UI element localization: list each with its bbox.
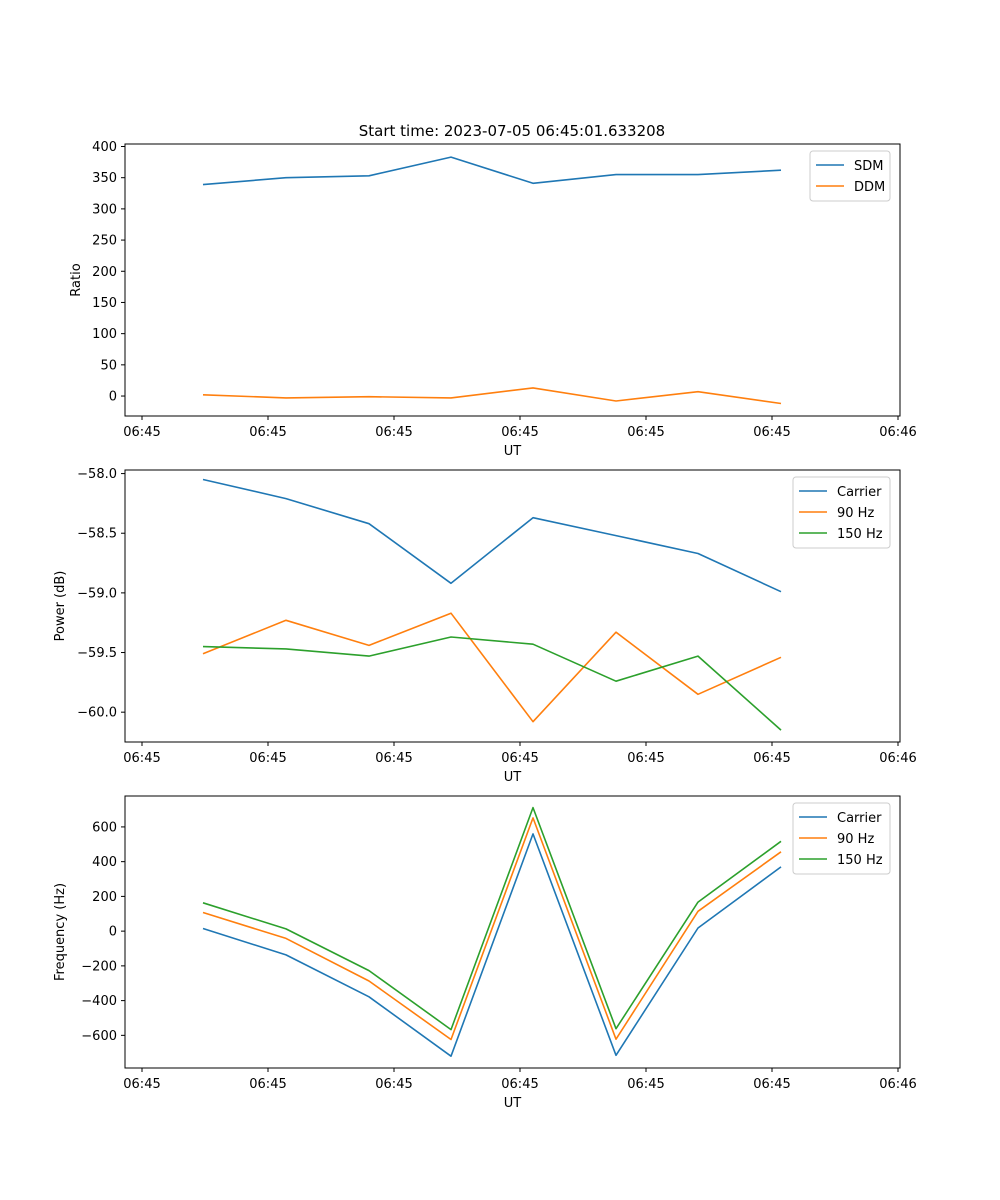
x-tick-label: 06:45: [501, 425, 538, 440]
subplot-2: −60.0 −59.5 −59.0 −58.5 −58.0 06:45 06:45 06:45…: [53, 467, 917, 785]
series-line-carrier: [202, 478, 782, 593]
y-axis-label: Ratio: [69, 263, 84, 296]
plot-frame: [124, 795, 901, 1069]
y-tick-label: 600: [92, 820, 117, 835]
legend: SDM DDM: [809, 150, 891, 202]
x-tick-label: 06:45: [249, 751, 286, 766]
y-tick-label: −400: [81, 994, 117, 1009]
subplot-3: −600 −400 −200 0 200 400 600 06:45 06:45 06:45 06:…: [53, 795, 917, 1111]
y-axis-label: Frequency (Hz): [53, 883, 68, 981]
x-axis-label: UT: [504, 444, 522, 459]
y-tick-label: 150: [92, 296, 117, 311]
y-tick-label: 400: [92, 140, 117, 155]
x-tick-label: 06:45: [627, 425, 664, 440]
y-tick-label: 400: [92, 855, 117, 870]
x-tick-label: 06:45: [375, 1077, 412, 1092]
legend-label: Carrier: [837, 811, 882, 826]
legend-label: 90 Hz: [837, 506, 874, 521]
x-tick-label: 06:45: [249, 1077, 286, 1092]
plot-frame: [124, 143, 901, 417]
x-tick-label: 06:45: [501, 1077, 538, 1092]
x-tick-label: 06:45: [501, 751, 538, 766]
subplot-1: 0 50 100 150 200 250 300 350 400 06:45 06:45 06:45 0…: [69, 140, 917, 459]
y-tick-label: 200: [92, 265, 117, 280]
x-tick-label: 06:46: [879, 425, 916, 440]
y-tick-label: 50: [100, 358, 117, 373]
subplots: 0 50 100 150 200 250 300 350 400 06:45 06:45 06:45 0…: [53, 140, 917, 1111]
y-tick-label: −59.0: [77, 586, 117, 601]
x-tick-label: 06:45: [753, 1077, 790, 1092]
y-tick-label: −600: [81, 1029, 117, 1044]
y-axis-label: Power (dB): [53, 571, 68, 642]
y-tick-label: 250: [92, 234, 117, 249]
legend-label: Carrier: [837, 485, 882, 500]
legend-label: 90 Hz: [837, 832, 874, 847]
series-line-150-hz: [202, 636, 782, 731]
y-tick-label: −58.5: [77, 527, 117, 542]
y-tick-label: 350: [92, 171, 117, 186]
y-tick-label: −58.0: [77, 467, 117, 482]
series-line-90-hz: [202, 817, 782, 1041]
y-tick-label: 100: [92, 327, 117, 342]
x-tick-label: 06:45: [627, 1077, 664, 1092]
plot-frame: [124, 469, 901, 743]
y-tick-label: −60.0: [77, 706, 117, 721]
x-tick-label: 06:45: [753, 751, 790, 766]
legend-box: [792, 476, 891, 549]
y-tick-label: 0: [109, 925, 117, 940]
legend-label: 150 Hz: [837, 527, 883, 542]
legend-label: 150 Hz: [837, 853, 883, 868]
x-tick-label: 06:45: [375, 751, 412, 766]
x-axis-label: UT: [504, 770, 522, 785]
x-tick-label: 06:46: [879, 1077, 916, 1092]
legend: Carrier 90 Hz 150 Hz: [792, 476, 891, 549]
legend-label: DDM: [854, 180, 885, 195]
y-tick-label: −200: [81, 959, 117, 974]
x-tick-label: 06:45: [123, 425, 160, 440]
y-tick-label: −59.5: [77, 646, 117, 661]
series-line-sdm: [202, 156, 782, 186]
y-tick-label: 200: [92, 890, 117, 905]
x-tick-label: 06:45: [375, 425, 412, 440]
legend: Carrier 90 Hz 150 Hz: [792, 802, 891, 875]
legend-box: [809, 150, 891, 202]
x-tick-label: 06:46: [879, 751, 916, 766]
x-tick-label: 06:45: [627, 751, 664, 766]
x-tick-label: 06:45: [123, 751, 160, 766]
legend-label: SDM: [854, 159, 883, 174]
y-tick-label: 300: [92, 202, 117, 217]
series-line-150-hz: [202, 806, 782, 1031]
x-tick-label: 06:45: [123, 1077, 160, 1092]
x-tick-label: 06:45: [249, 425, 286, 440]
x-tick-label: 06:45: [753, 425, 790, 440]
y-tick-label: 0: [109, 390, 117, 405]
figure-title: Start time: 2023-07-05 06:45:01.633208: [359, 122, 665, 140]
x-axis-label: UT: [504, 1096, 522, 1111]
legend-box: [792, 802, 891, 875]
series-line-carrier: [202, 833, 782, 1057]
series-line-90-hz: [202, 612, 782, 723]
series-line-ddm: [202, 387, 782, 405]
